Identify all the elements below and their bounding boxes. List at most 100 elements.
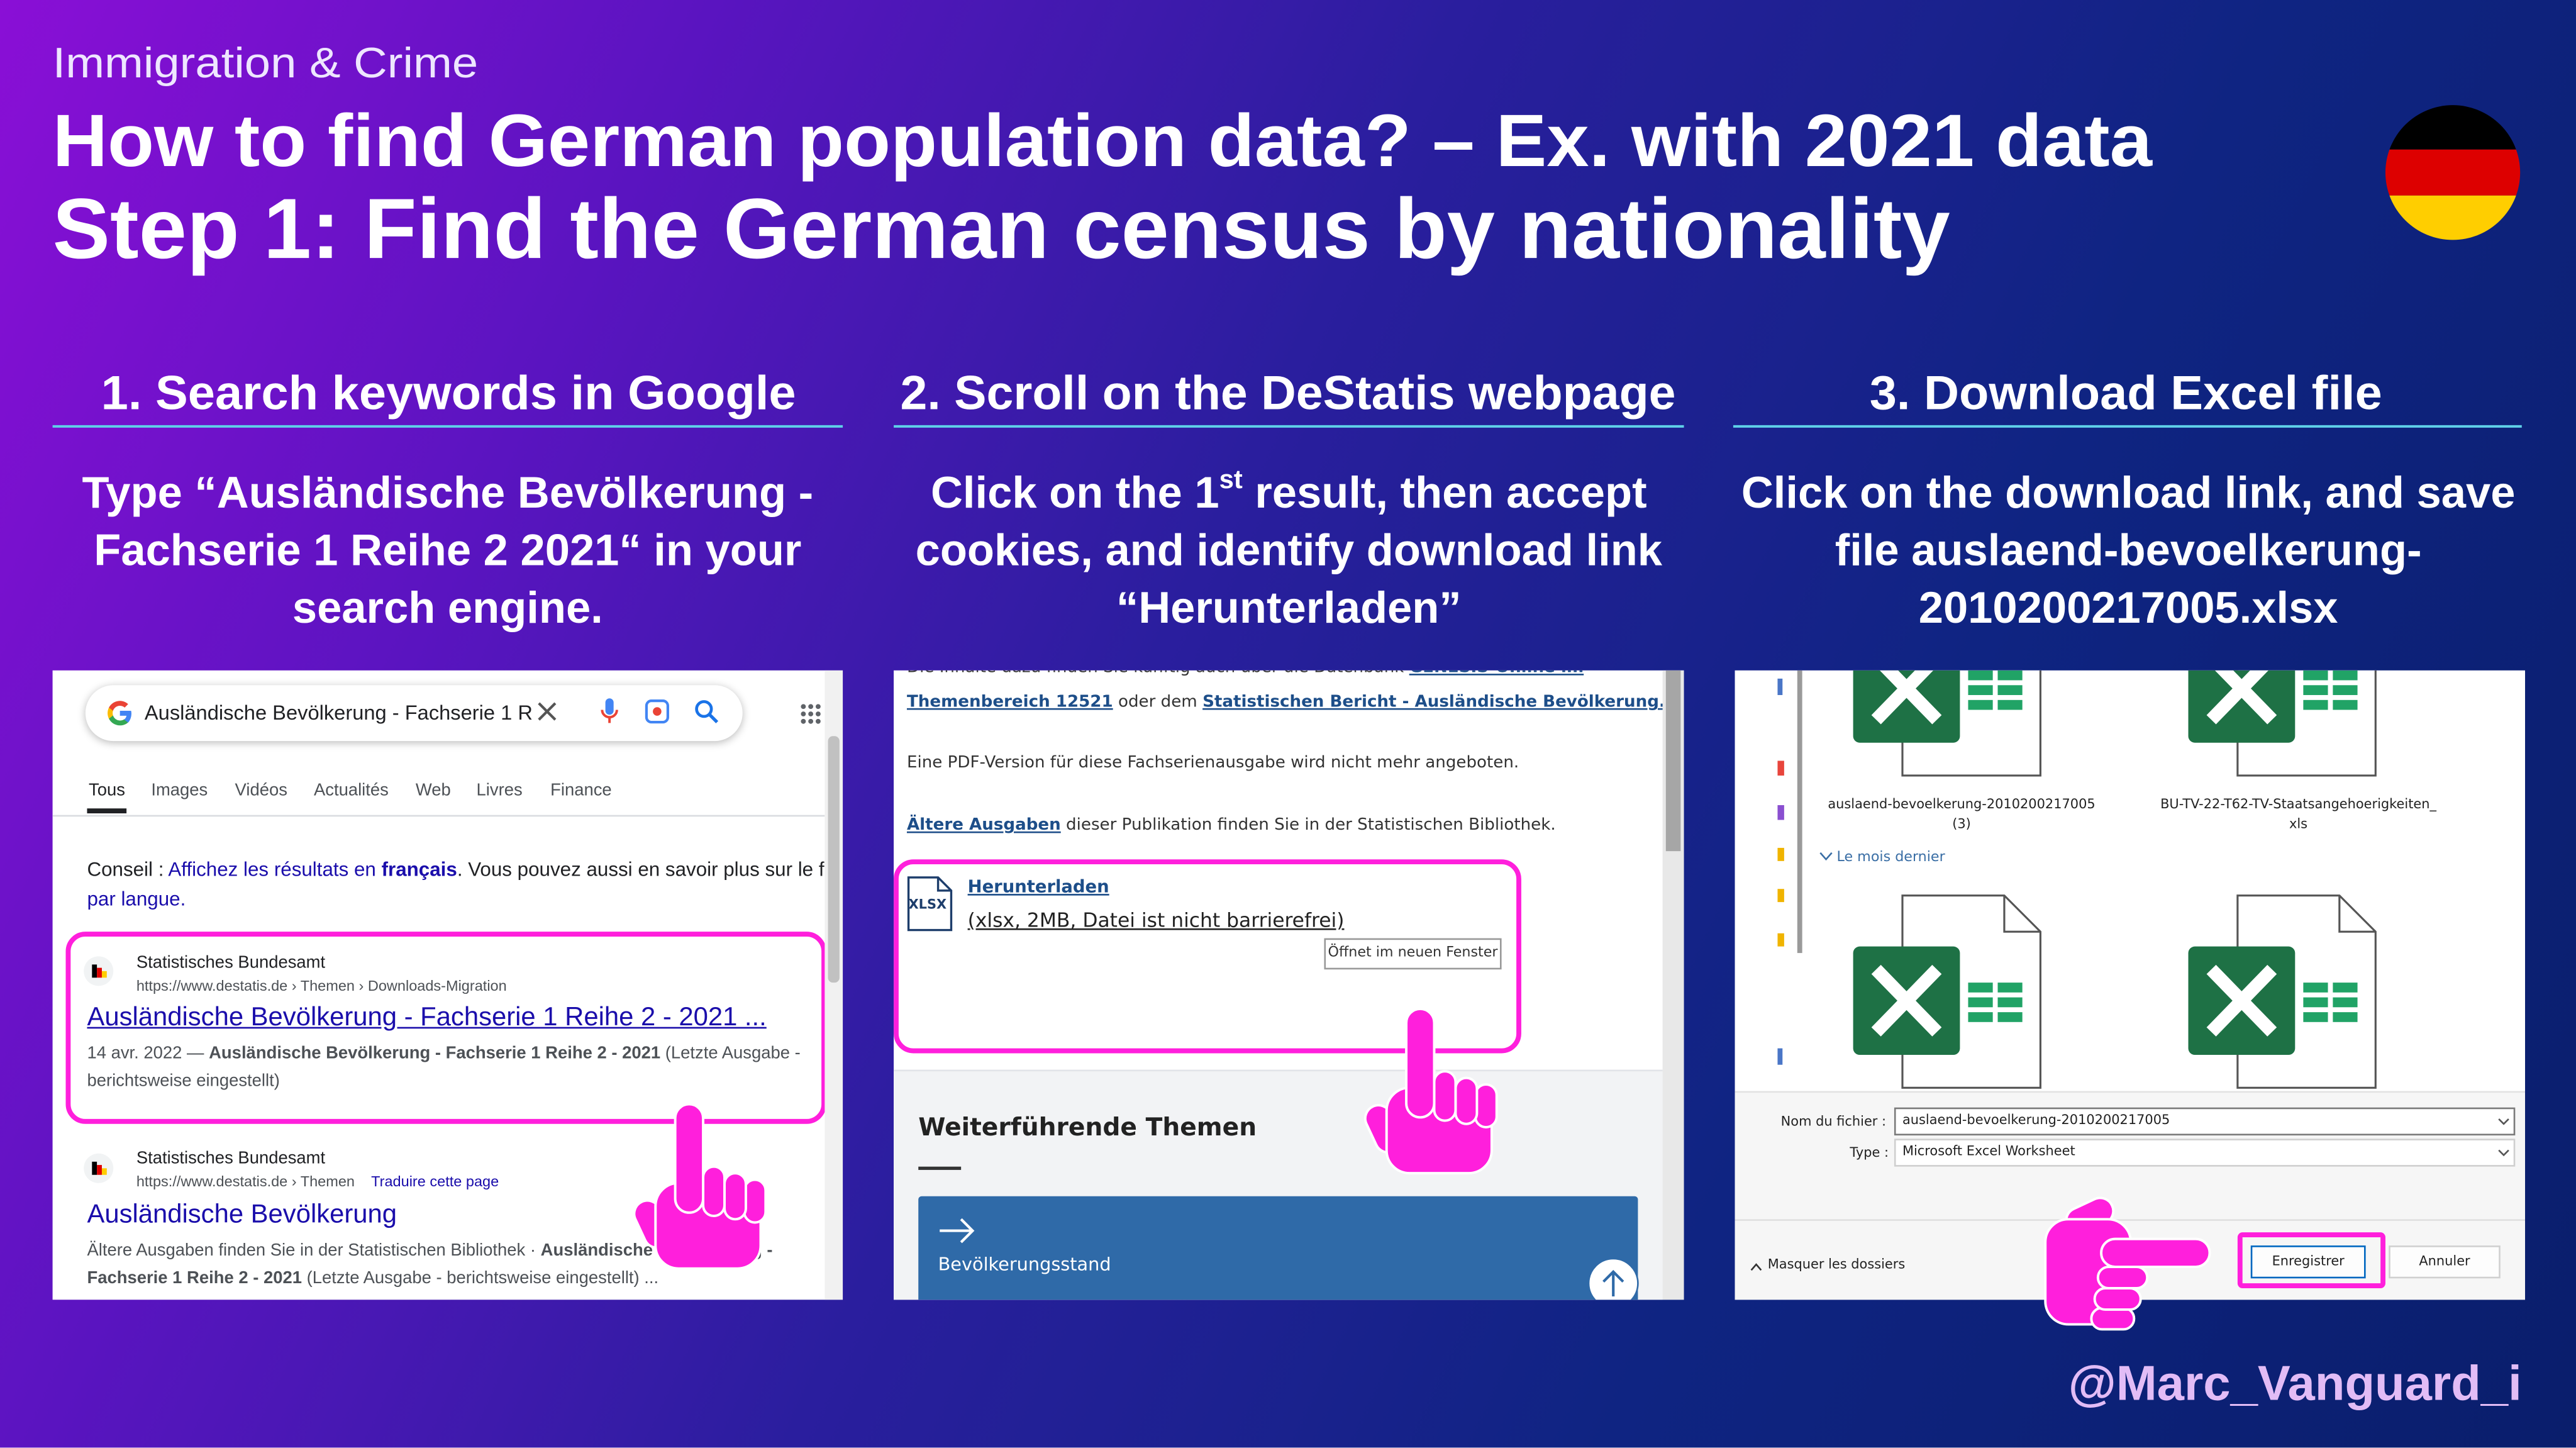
- grid-cell: [1997, 699, 2023, 710]
- apps-icon[interactable]: [800, 703, 821, 725]
- arrow-icon: [940, 1218, 975, 1244]
- text-line: Themenbereich 12521 oder dem Statistisch…: [907, 693, 1665, 711]
- grid-cell: [1997, 685, 2023, 695]
- clear-icon[interactable]: [537, 701, 557, 721]
- hide-chevron[interactable]: [1750, 1262, 1763, 1272]
- grid-cell: [1968, 983, 1993, 993]
- snippet-text: (Letzte Ausgabe - berichtsweise eingeste…: [301, 1268, 659, 1288]
- file-type: XLSX: [908, 897, 947, 912]
- file-name[interactable]: BU-TV-22-T62-TV-Staatsangehoerigkeiten_x…: [2160, 796, 2436, 832]
- cancel-button[interactable]: Annuler: [2389, 1245, 2501, 1279]
- filename-input[interactable]: [1894, 1107, 2516, 1136]
- step-heading: 1. Search keywords in Google: [101, 366, 796, 420]
- related-card-label[interactable]: Bevölkerungsstand: [938, 1254, 1111, 1276]
- instruction: Click on the download link, and save fil…: [1741, 468, 2516, 633]
- category: Immigration & Crime: [53, 40, 479, 87]
- download-link[interactable]: Herunterladen: [967, 877, 1109, 898]
- text: Die Inhalte dazu finden Sie künftig auch…: [907, 671, 1409, 677]
- subtitle: Step 1: Find the German census by nation…: [53, 181, 1950, 276]
- tab[interactable]: Finance: [550, 780, 612, 801]
- tab[interactable]: Images: [151, 780, 208, 801]
- favicon: [84, 956, 114, 986]
- grid-cell: [1997, 997, 2023, 1008]
- snippet-bold: Ausländische Bevölkerung - Fachserie 1 R…: [209, 1043, 661, 1064]
- dropdown-chevrons[interactable]: [2497, 1116, 2511, 1159]
- excel-x: [2206, 670, 2277, 725]
- excel-x: [1871, 964, 1942, 1037]
- tab[interactable]: Vidéos: [235, 780, 287, 801]
- collapse-chevron[interactable]: [1819, 851, 1834, 862]
- link[interactable]: Statistischen Bericht - Ausländische Bev…: [1202, 693, 1665, 712]
- file-info[interactable]: (xlsx, 2MB, Datei ist nicht barrierefrei…: [967, 908, 1345, 932]
- nav-scrollbar[interactable]: [1797, 670, 1802, 954]
- hand-knuckle: [1433, 1070, 1457, 1122]
- file-icon: [907, 876, 953, 932]
- heading-rule: [918, 1166, 962, 1169]
- divider: [52, 815, 825, 817]
- link[interactable]: Themenbereich 12521: [906, 693, 1113, 712]
- field-label: Type :: [1850, 1145, 1889, 1161]
- grid-cell: [1968, 670, 1993, 681]
- favicon: [84, 1153, 114, 1183]
- search-box[interactable]: [85, 685, 743, 742]
- text-line: Eine PDF-Version für diese Fachserienaus…: [906, 754, 1519, 772]
- grid-cell: [1968, 685, 1993, 695]
- tab[interactable]: Web: [415, 780, 451, 801]
- tab[interactable]: Tous: [89, 780, 126, 801]
- snippet-date: Ältere Ausgaben finden Sie in der Statis…: [87, 1240, 541, 1261]
- file-name[interactable]: auslaend-bevoelkerung-2010200217005 (3): [1828, 796, 2096, 832]
- result-title[interactable]: Ausländische Bevölkerung - Fachserie 1 R…: [87, 1004, 767, 1032]
- snippet-text: (Letzte Ausgabe - berichtsweise eingeste…: [87, 1043, 801, 1091]
- result-snippet: 14 avr. 2022 — Ausländische Bevölkerung …: [87, 1040, 818, 1096]
- scrollbar[interactable]: [1662, 670, 1684, 1300]
- grid-cell: [2303, 1012, 2328, 1022]
- grid-cell: [2303, 983, 2328, 993]
- result-title[interactable]: Ausländische Bevölkerung: [87, 1201, 397, 1229]
- grid-cell: [2333, 699, 2358, 710]
- text: oder dem: [1113, 693, 1203, 712]
- destatis-screenshot: Die Inhalte dazu finden Sie künftig auch…: [894, 670, 1684, 1300]
- excel-x: [2206, 964, 2277, 1037]
- pointing-hand: [2044, 1196, 2211, 1331]
- result-url: https://www.destatis.de › Themen: [136, 1173, 355, 1190]
- link[interactable]: GENESIS-Online im: [1409, 671, 1584, 677]
- tip-link[interactable]: par langue.: [87, 887, 186, 911]
- google-logo: [108, 701, 131, 726]
- tip-link[interactable]: Affichez les résultats en: [168, 857, 382, 881]
- instruction: Type “Ausländische Bevölkerung - Fachser…: [82, 468, 814, 633]
- related-card[interactable]: [918, 1196, 1638, 1300]
- type-value[interactable]: Microsoft Excel Worksheet: [1902, 1144, 2075, 1159]
- lens-icon[interactable]: [644, 698, 670, 725]
- translate-link[interactable]: Traduire cette page: [371, 1173, 499, 1190]
- tip-label: Conseil :: [87, 857, 169, 881]
- hide-folders[interactable]: Masquer les dossiers: [1767, 1257, 1906, 1272]
- nav-icon: [1777, 760, 1784, 776]
- grid-cell: [2333, 685, 2358, 695]
- tip-link[interactable]: français: [381, 857, 457, 881]
- filename-value[interactable]: auslaend-bevoelkerung-2010200217005: [1902, 1112, 2170, 1127]
- grid-cell: [2303, 685, 2328, 695]
- group-label[interactable]: Le mois dernier: [1836, 849, 1945, 866]
- grid-cell: [1997, 1012, 2023, 1022]
- back-to-top[interactable]: [1587, 1257, 1640, 1300]
- link[interactable]: Ältere Ausgaben: [906, 816, 1061, 835]
- mic-icon[interactable]: [599, 697, 619, 727]
- search-icon[interactable]: [693, 698, 719, 725]
- result-site: Statistisches Bundesamt: [136, 1148, 326, 1169]
- nav-icon: [1777, 1048, 1783, 1065]
- hand-finger: [1405, 1007, 1436, 1119]
- grid-cell: [1997, 670, 2023, 681]
- scrollbar[interactable]: [824, 670, 843, 1300]
- tab[interactable]: Actualités: [313, 780, 389, 801]
- step-heading: 3. Download Excel file: [1870, 366, 2382, 420]
- language-tip: Conseil : Affichez les résultats en fran…: [87, 858, 824, 881]
- author-handle: @Marc_Vanguard_i: [2068, 1356, 2522, 1411]
- tab[interactable]: Livres: [476, 780, 523, 801]
- save-button[interactable]: Enregistrer: [2250, 1245, 2366, 1279]
- type-select[interactable]: [1894, 1139, 2516, 1167]
